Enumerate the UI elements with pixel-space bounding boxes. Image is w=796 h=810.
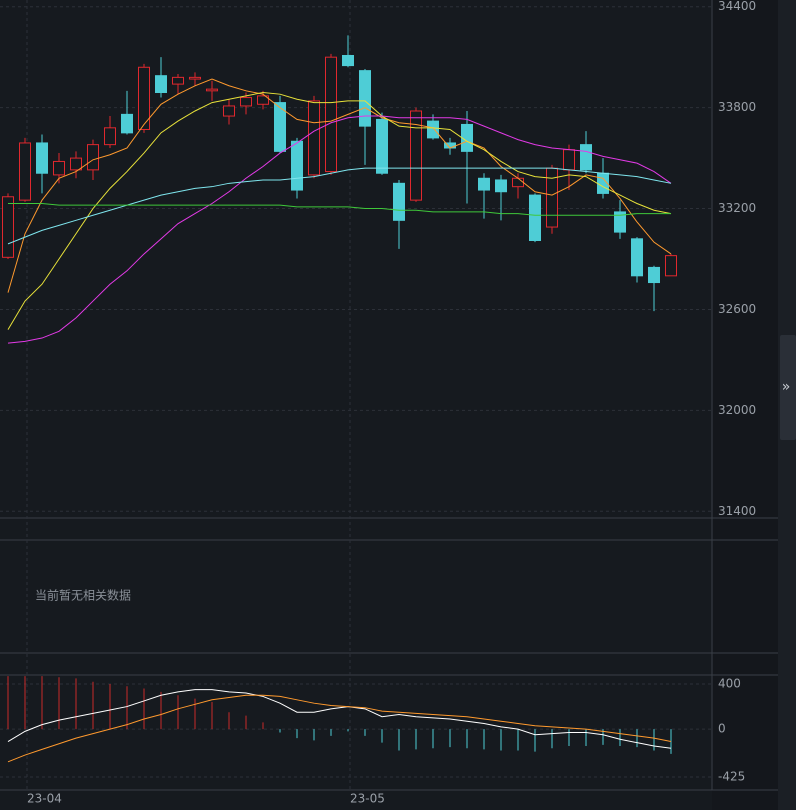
candle-body	[512, 177, 524, 188]
x-tick-label: 23-05	[350, 792, 385, 806]
candle-body	[427, 120, 439, 139]
y-tick-label: 32600	[718, 302, 756, 316]
candle-body	[325, 56, 337, 173]
candle-body	[257, 95, 269, 105]
y-tick-label: 0	[718, 722, 726, 736]
candle-body	[359, 70, 371, 127]
candle-body	[240, 97, 252, 107]
candle-body	[138, 66, 150, 130]
candle-body	[308, 100, 320, 176]
y-tick-label: 32000	[718, 403, 756, 417]
indicator-line	[8, 203, 671, 216]
candle-body	[410, 110, 422, 201]
candle-body	[53, 160, 65, 176]
candle-body	[19, 142, 31, 201]
candle-body	[580, 144, 592, 171]
candle-body	[631, 238, 643, 277]
empty-note: 当前暂无相关数据	[35, 588, 131, 603]
candle-body	[376, 118, 388, 174]
y-tick-label: 400	[718, 677, 741, 691]
y-tick-label: 33800	[718, 100, 756, 114]
indicator-line	[7, 689, 672, 749]
candle-body	[155, 75, 167, 93]
y-tick-label: 34400	[718, 0, 756, 13]
indicator-line	[7, 115, 672, 344]
indicator-line	[7, 694, 672, 763]
candle-body	[665, 255, 677, 277]
candle-body	[614, 211, 626, 233]
toggle-icon[interactable]: »	[782, 379, 791, 395]
candle-body	[529, 194, 541, 242]
candle-body	[291, 140, 303, 191]
y-tick-label: -425	[718, 770, 745, 784]
candle-body	[393, 182, 405, 221]
indicator-line	[7, 78, 672, 293]
candle-body	[478, 177, 490, 191]
candle-body	[274, 102, 286, 152]
sidebar-toggle[interactable]	[780, 335, 796, 440]
candle-body	[206, 88, 218, 92]
candle-body	[36, 142, 48, 174]
candle-body	[563, 149, 575, 171]
candle-body	[87, 144, 99, 171]
candle-body	[104, 127, 116, 146]
candle-body	[70, 157, 82, 171]
y-tick-label: 31400	[718, 504, 756, 518]
candle-body	[342, 55, 354, 67]
candle-body	[648, 266, 660, 284]
candle-body	[223, 105, 235, 117]
indicator-line	[7, 167, 672, 245]
candle-body	[121, 113, 133, 134]
indicator-line	[7, 91, 672, 330]
candle-body	[189, 76, 201, 80]
x-tick-label: 23-04	[27, 792, 62, 806]
y-tick-label: 33200	[718, 201, 756, 215]
candle-body	[2, 196, 14, 258]
candle-body	[495, 179, 507, 193]
candle-body	[461, 123, 473, 152]
candle-body	[172, 76, 184, 85]
